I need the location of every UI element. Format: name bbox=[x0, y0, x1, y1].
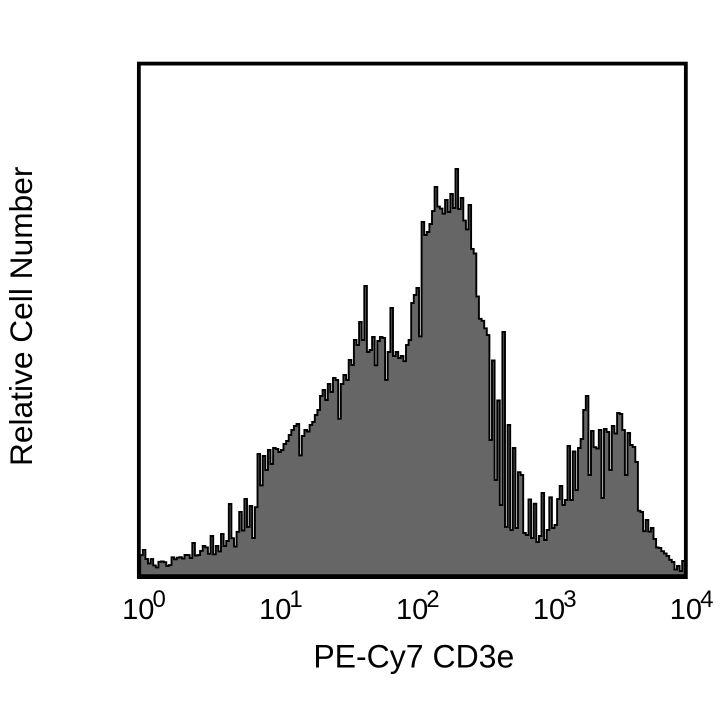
svg-text:10: 10 bbox=[259, 594, 291, 626]
svg-text:4: 4 bbox=[700, 586, 713, 613]
svg-text:10: 10 bbox=[533, 594, 565, 626]
svg-text:PE-Cy7 CD3e: PE-Cy7 CD3e bbox=[313, 639, 514, 675]
svg-text:10: 10 bbox=[396, 594, 428, 626]
svg-text:Relative Cell Number: Relative Cell Number bbox=[3, 166, 39, 466]
svg-text:10: 10 bbox=[122, 594, 154, 626]
svg-text:1: 1 bbox=[289, 586, 302, 613]
svg-text:10: 10 bbox=[670, 594, 702, 626]
svg-text:0: 0 bbox=[153, 586, 166, 613]
svg-text:3: 3 bbox=[563, 586, 576, 613]
svg-text:2: 2 bbox=[426, 586, 439, 613]
